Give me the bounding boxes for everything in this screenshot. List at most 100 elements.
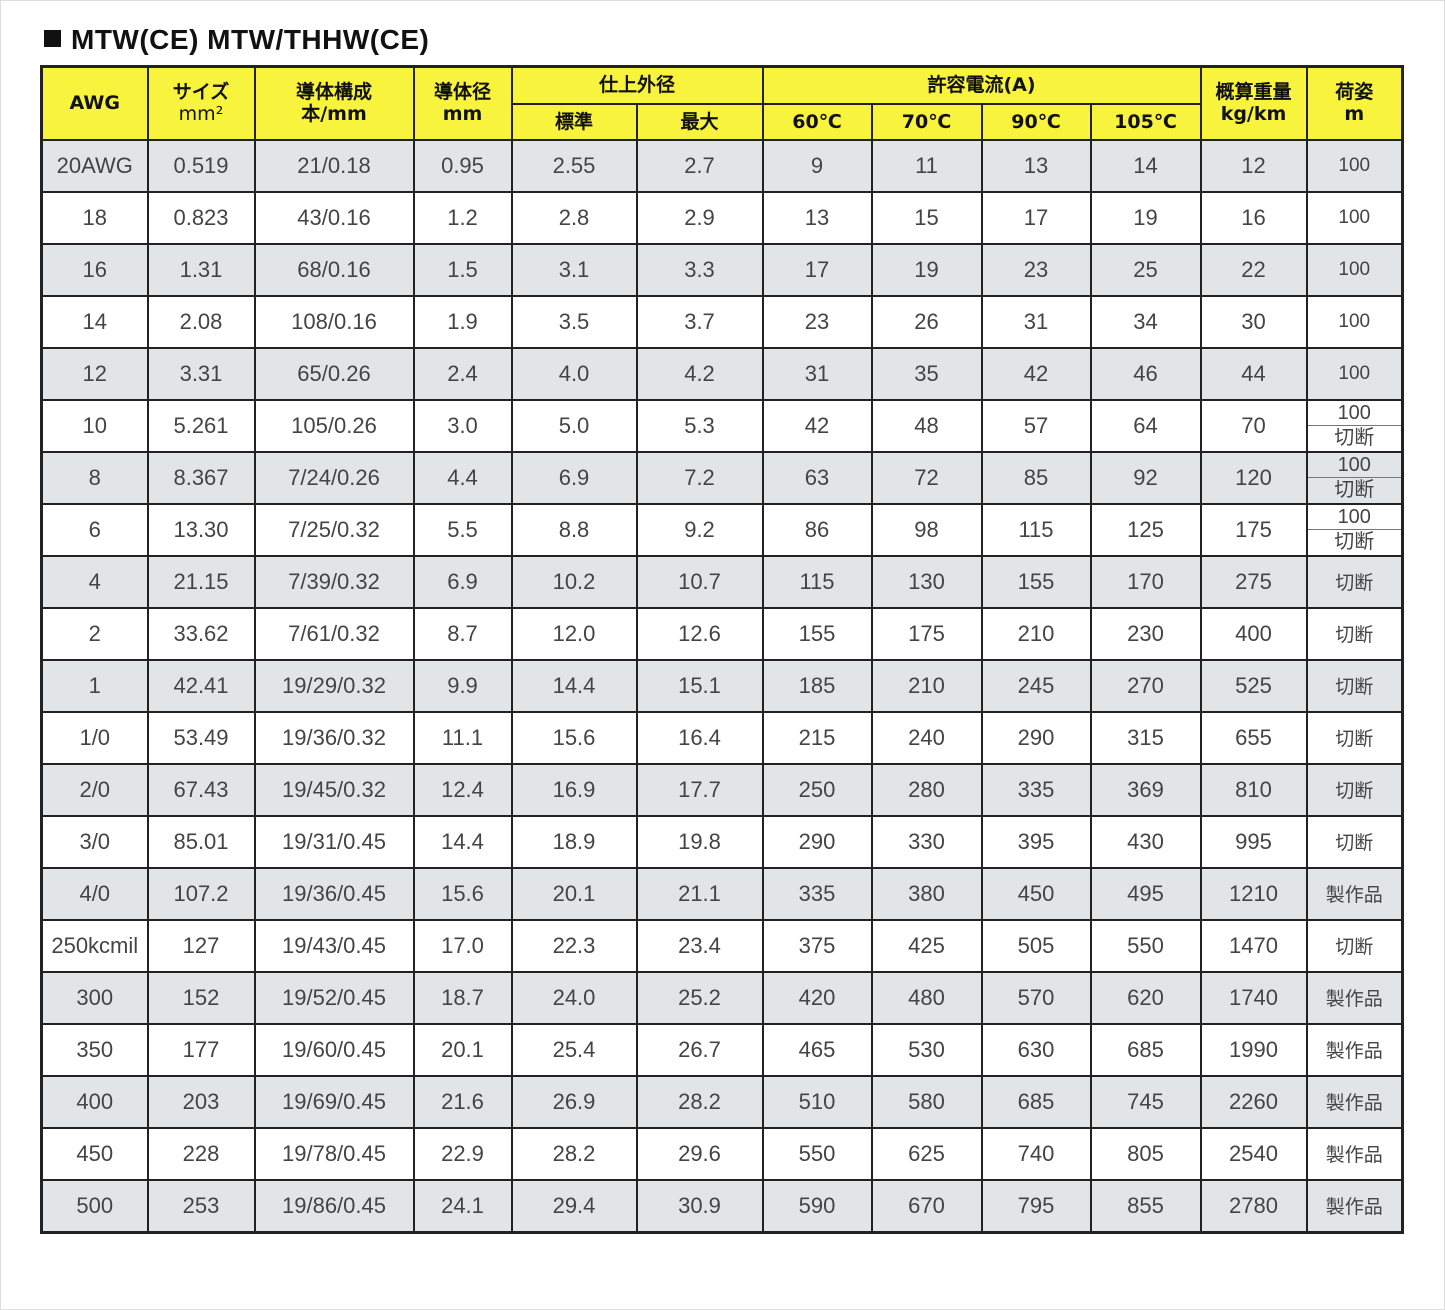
cell-conductor: 65/0.26 xyxy=(253,346,415,401)
cell-a90: 450 xyxy=(980,866,1092,921)
cell-diameter: 24.1 xyxy=(412,1178,513,1233)
header-size-unit: mm² xyxy=(178,103,224,126)
cell-size: 21.15 xyxy=(146,554,256,609)
cell-outer-std: 26.9 xyxy=(510,1074,638,1129)
header-conductor-label: 導体構成 xyxy=(295,81,372,104)
cell-a105: 430 xyxy=(1089,814,1202,869)
page-title: MTW(CE) MTW/THHW(CE) xyxy=(44,24,429,56)
cell-awg: 400 xyxy=(40,1074,149,1129)
cell-awg: 16 xyxy=(40,242,149,297)
header-ampacity: 許容電流(A) xyxy=(761,65,1202,105)
cell-outer-max: 15.1 xyxy=(635,658,764,713)
cell-size: 203 xyxy=(146,1074,256,1129)
cell-a60: 290 xyxy=(761,814,873,869)
cell-diameter: 3.0 xyxy=(412,398,513,453)
cell-a70: 480 xyxy=(870,970,983,1025)
cell-weight: 1740 xyxy=(1199,970,1308,1025)
cell-weight: 810 xyxy=(1199,762,1308,817)
cell-conductor: 19/52/0.45 xyxy=(253,970,415,1025)
cell-pack: 切断 xyxy=(1305,710,1404,765)
table-row: 6 13.30 7/25/0.32 5.5 8.8 9.2 86 98 115 125 175 100… xyxy=(40,502,1404,557)
table-row: 3/0 85.01 19/31/0.45 14.4 18.9 19.8 290 330 395 4… xyxy=(40,814,1404,869)
cell-pack: 製作品 xyxy=(1305,1074,1404,1129)
cell-a60: 13 xyxy=(761,190,873,245)
header-pack-unit: m xyxy=(1344,103,1365,126)
cell-a70: 11 xyxy=(870,138,983,193)
cell-outer-std: 2.55 xyxy=(510,138,638,193)
cell-awg: 450 xyxy=(40,1126,149,1181)
cell-a70: 380 xyxy=(870,866,983,921)
pack-value: 切断 xyxy=(1334,479,1375,502)
cell-size: 1.31 xyxy=(146,242,256,297)
cell-diameter: 12.4 xyxy=(412,762,513,817)
cell-size: 2.08 xyxy=(146,294,256,349)
cell-a90: 740 xyxy=(980,1126,1092,1181)
cell-size: 13.30 xyxy=(146,502,256,557)
cell-awg: 4 xyxy=(40,554,149,609)
table-row: 12 3.31 65/0.26 2.4 4.0 4.2 31 35 42 46 44 100 xyxy=(40,346,1404,401)
cell-outer-max: 30.9 xyxy=(635,1178,764,1233)
cell-weight: 12 xyxy=(1199,138,1308,193)
cell-outer-max: 9.2 xyxy=(635,502,764,557)
cell-a90: 795 xyxy=(980,1178,1092,1233)
cell-conductor: 108/0.16 xyxy=(253,294,415,349)
cell-a90: 13 xyxy=(980,138,1092,193)
cell-a70: 26 xyxy=(870,294,983,349)
table-header: AWG サイズ mm² 導体構成 本/mm 導体径 mm 仕上外径 許容電流(A) 概… xyxy=(40,65,1404,141)
pack-value: 100 xyxy=(1307,505,1401,530)
cell-size: 228 xyxy=(146,1126,256,1181)
cell-outer-max: 2.7 xyxy=(635,138,764,193)
cell-awg: 500 xyxy=(40,1178,149,1233)
cell-diameter: 9.9 xyxy=(412,658,513,713)
header-diameter-label: 導体径 xyxy=(433,81,491,104)
cell-a105: 46 xyxy=(1089,346,1202,401)
cell-a105: 495 xyxy=(1089,866,1202,921)
cell-conductor: 21/0.18 xyxy=(253,138,415,193)
cell-weight: 175 xyxy=(1199,502,1308,557)
cell-awg: 6 xyxy=(40,502,149,557)
cell-outer-std: 3.5 xyxy=(510,294,638,349)
cell-size: 127 xyxy=(146,918,256,973)
cell-weight: 70 xyxy=(1199,398,1308,453)
cell-outer-std: 10.2 xyxy=(510,554,638,609)
cell-weight: 400 xyxy=(1199,606,1308,661)
cell-a70: 72 xyxy=(870,450,983,505)
table-body: 20AWG 0.519 21/0.18 0.95 2.55 2.7 9 11 13 14 12 100… xyxy=(40,138,1404,1233)
cell-a70: 425 xyxy=(870,918,983,973)
cell-a90: 395 xyxy=(980,814,1092,869)
cell-a60: 86 xyxy=(761,502,873,557)
cell-diameter: 11.1 xyxy=(412,710,513,765)
cell-a60: 550 xyxy=(761,1126,873,1181)
cell-a105: 805 xyxy=(1089,1126,1202,1181)
cell-a105: 855 xyxy=(1089,1178,1202,1233)
cell-weight: 16 xyxy=(1199,190,1308,245)
cell-conductor: 19/31/0.45 xyxy=(253,814,415,869)
cell-a70: 19 xyxy=(870,242,983,297)
cell-a70: 210 xyxy=(870,658,983,713)
cell-conductor: 19/86/0.45 xyxy=(253,1178,415,1233)
cell-pack: 100 切断 xyxy=(1305,450,1404,505)
cell-a105: 125 xyxy=(1089,502,1202,557)
cell-conductor: 7/61/0.32 xyxy=(253,606,415,661)
cell-size: 253 xyxy=(146,1178,256,1233)
cell-pack: 切断 xyxy=(1305,554,1404,609)
cell-size: 42.41 xyxy=(146,658,256,713)
header-awg: AWG xyxy=(40,65,149,141)
table-row: 2 33.62 7/61/0.32 8.7 12.0 12.6 155 175 210 230 40… xyxy=(40,606,1404,661)
header-weight: 概算重量 kg/km xyxy=(1199,65,1308,141)
cell-weight: 1210 xyxy=(1199,866,1308,921)
cell-outer-std: 18.9 xyxy=(510,814,638,869)
cell-weight: 22 xyxy=(1199,242,1308,297)
cell-a70: 670 xyxy=(870,1178,983,1233)
cell-a105: 92 xyxy=(1089,450,1202,505)
table-row: 500 253 19/86/0.45 24.1 29.4 30.9 590 670 795 855… xyxy=(40,1178,1404,1233)
cell-a70: 330 xyxy=(870,814,983,869)
cell-awg: 10 xyxy=(40,398,149,453)
cell-a105: 230 xyxy=(1089,606,1202,661)
cell-pack: 100 xyxy=(1305,294,1404,349)
cell-a105: 685 xyxy=(1089,1022,1202,1077)
cell-outer-std: 29.4 xyxy=(510,1178,638,1233)
cell-diameter: 1.9 xyxy=(412,294,513,349)
cell-weight: 44 xyxy=(1199,346,1308,401)
cell-a105: 25 xyxy=(1089,242,1202,297)
